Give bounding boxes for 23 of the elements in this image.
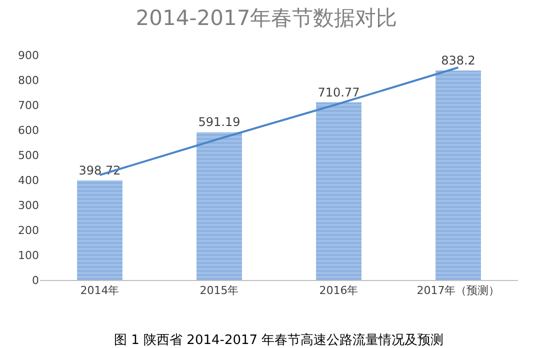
bar [196, 132, 242, 280]
x-tick-label: 2016年 [319, 284, 358, 298]
y-tick-label: 500 [18, 148, 39, 162]
caption: 图 1 陕西省 2014-2017 年春节高速公路流量情况及预测 [114, 332, 444, 348]
y-tick-label: 700 [18, 98, 39, 112]
bar [316, 102, 362, 280]
y-tick-label: 900 [18, 48, 39, 62]
bar [436, 70, 481, 280]
data-label: 591.19 [198, 115, 240, 130]
y-tick-label: 100 [18, 248, 39, 262]
data-label: 710.77 [318, 85, 360, 100]
y-tick-label: 300 [18, 198, 39, 212]
x-tick-label: 2014年 [80, 284, 120, 298]
y-tick-label: 400 [18, 174, 39, 187]
y-tick-label: 200 [18, 224, 39, 237]
y-tick-label: 600 [18, 124, 39, 137]
bar [77, 180, 122, 280]
y-tick-label: 0 [32, 274, 39, 287]
chart-title: 2014-2017年春节数据对比 [136, 6, 398, 30]
x-tick-label: 2017年（预测） [416, 284, 500, 298]
data-label: 838.2 [441, 53, 476, 68]
y-tick-label: 800 [18, 74, 39, 87]
x-tick-label: 2015年 [200, 284, 239, 298]
